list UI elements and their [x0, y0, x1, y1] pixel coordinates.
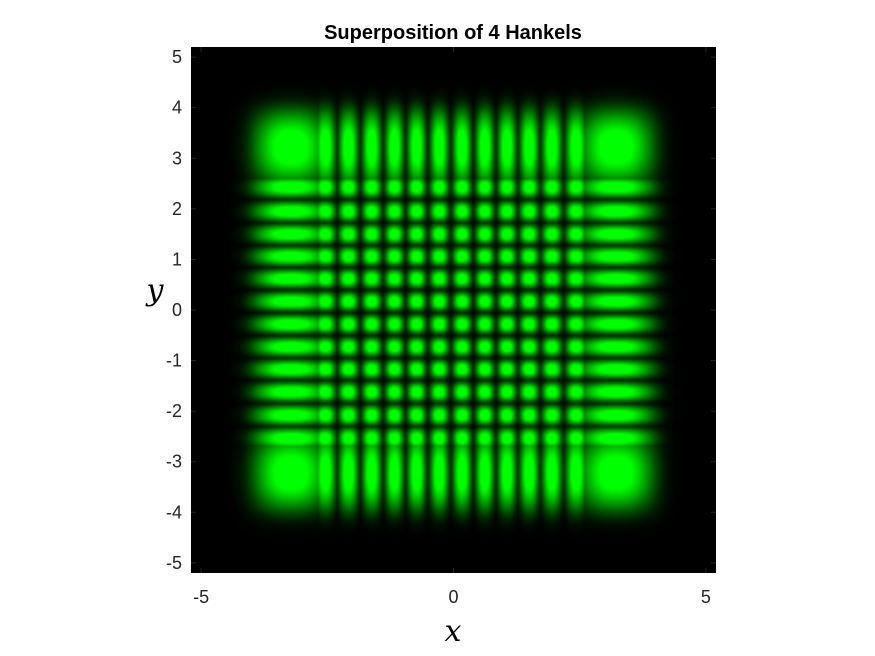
y-tick-label: 2 [172, 199, 182, 219]
y-tick-label: 5 [172, 47, 182, 67]
y-tick-label: 1 [172, 249, 182, 269]
chart-title: Superposition of 4 Hankels [324, 22, 582, 44]
y-ticks: 5 4 3 2 1 0 -1 -2 -3 -4 -5 [166, 47, 716, 573]
x-tick-label: 5 [701, 587, 711, 607]
x-axis-label: x [445, 614, 462, 649]
heatmap-image [191, 47, 716, 573]
y-tick-label: -1 [166, 351, 182, 371]
y-tick-label: -4 [166, 502, 182, 522]
y-tick-label: -3 [166, 452, 182, 472]
y-axis-label: y [145, 273, 165, 308]
x-tick-label: -5 [193, 587, 209, 607]
x-ticks: -5 0 5 [193, 47, 711, 607]
y-tick-label: -2 [166, 401, 182, 421]
y-tick-label: -5 [166, 553, 182, 573]
x-tick-label: 0 [448, 587, 458, 607]
y-tick-label: 4 [172, 98, 182, 118]
y-tick-label: 0 [172, 300, 182, 320]
y-tick-label: 3 [172, 148, 182, 168]
